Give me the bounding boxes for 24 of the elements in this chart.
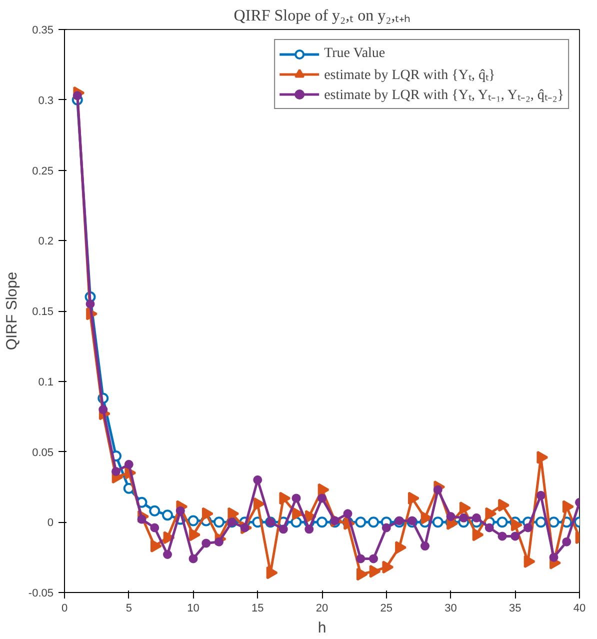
- x-tick-label: 0: [61, 602, 68, 614]
- legend-label: True Value: [324, 46, 386, 62]
- x-tick-label: 15: [252, 602, 264, 614]
- y-tick-label: 0: [47, 517, 54, 530]
- y-tick-label: 0.35: [32, 24, 54, 36]
- x-tick-label: 5: [126, 602, 132, 614]
- y-axis-title: QIRF Slope: [3, 272, 20, 350]
- x-tick-label: 20: [316, 602, 328, 614]
- x-tick-label: 40: [573, 602, 586, 614]
- x-tick-label: 10: [187, 602, 200, 614]
- x-tick-label: 30: [444, 602, 457, 614]
- y-tick-label: 0.2: [38, 236, 54, 248]
- chart-title: QIRF Slope of y₂,ₜ on y₂,ₜ₊ₕ: [234, 8, 410, 24]
- legend-label: estimate by LQR with {Yₜ, Yₜ₋₁, Yₜ₋₂, q̂ₜ₋₂}: [324, 87, 564, 104]
- x-tick-label: 25: [380, 602, 393, 614]
- x-axis-title: h: [318, 620, 326, 636]
- y-tick-label: 0.1: [38, 376, 54, 388]
- y-tick-label: 0.25: [32, 165, 54, 178]
- y-tick-label: -0.05: [28, 588, 54, 600]
- x-tick-label: 35: [509, 602, 522, 614]
- y-tick-label: 0.05: [32, 446, 54, 459]
- y-tick-label: 0.15: [32, 306, 54, 318]
- y-tick-label: 0.3: [38, 94, 54, 107]
- legend-label: estimate by LQR with {Yₜ, q̂ₜ}: [324, 67, 496, 84]
